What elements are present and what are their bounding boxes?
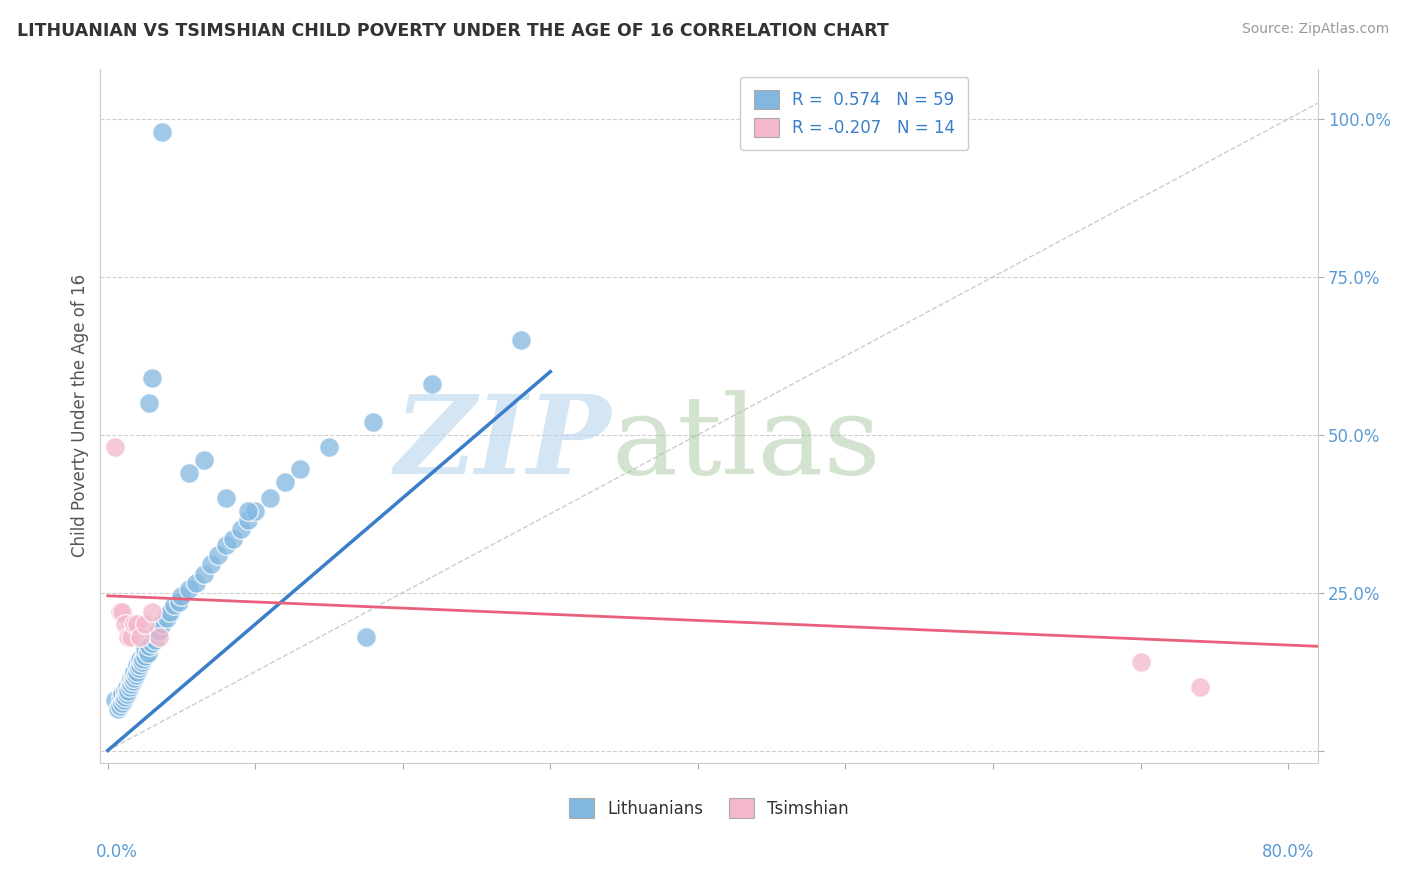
- Point: [259, 491, 281, 505]
- Point: [141, 636, 163, 650]
- Point: [111, 687, 134, 701]
- Point: [150, 617, 173, 632]
- Point: [193, 453, 215, 467]
- Point: [115, 687, 138, 701]
- Y-axis label: Child Poverty Under the Age of 16: Child Poverty Under the Age of 16: [72, 274, 89, 558]
- Point: [222, 532, 245, 546]
- Point: [136, 646, 159, 660]
- Point: [1188, 681, 1211, 695]
- Point: [229, 523, 252, 537]
- Point: [150, 125, 173, 139]
- Point: [207, 548, 229, 562]
- Point: [236, 503, 259, 517]
- Point: [134, 642, 156, 657]
- Point: [138, 396, 160, 410]
- Point: [114, 690, 136, 704]
- Point: [104, 693, 127, 707]
- Point: [1129, 655, 1152, 669]
- Point: [117, 683, 139, 698]
- Point: [148, 630, 170, 644]
- Point: [132, 652, 155, 666]
- Point: [177, 466, 200, 480]
- Point: [128, 661, 150, 675]
- Point: [186, 576, 208, 591]
- Point: [215, 491, 238, 505]
- Point: [200, 558, 222, 572]
- Point: [120, 630, 142, 644]
- Point: [177, 582, 200, 597]
- Point: [274, 475, 297, 490]
- Point: [193, 566, 215, 581]
- Point: [110, 690, 132, 704]
- Point: [108, 605, 131, 619]
- Point: [354, 630, 377, 644]
- Point: [163, 599, 186, 613]
- Point: [145, 626, 167, 640]
- Point: [141, 371, 163, 385]
- Point: [111, 696, 134, 710]
- Point: [143, 632, 166, 647]
- Point: [121, 667, 143, 681]
- Point: [236, 513, 259, 527]
- Point: [509, 333, 531, 347]
- Point: [107, 702, 129, 716]
- Point: [318, 441, 340, 455]
- Point: [420, 377, 443, 392]
- Point: [120, 671, 142, 685]
- Point: [104, 441, 127, 455]
- Point: [156, 611, 179, 625]
- Point: [127, 665, 149, 679]
- Point: [114, 617, 136, 632]
- Text: ZIP: ZIP: [395, 390, 612, 498]
- Point: [115, 681, 138, 695]
- Point: [215, 538, 238, 552]
- Point: [138, 640, 160, 654]
- Point: [288, 462, 311, 476]
- Point: [127, 617, 149, 632]
- Point: [159, 605, 181, 619]
- Text: atlas: atlas: [612, 390, 882, 497]
- Point: [121, 673, 143, 688]
- Point: [114, 683, 136, 698]
- Point: [167, 595, 190, 609]
- Point: [108, 699, 131, 714]
- Point: [129, 652, 152, 666]
- Point: [124, 665, 146, 679]
- Point: [134, 617, 156, 632]
- Point: [120, 677, 142, 691]
- Point: [134, 648, 156, 663]
- Text: Source: ZipAtlas.com: Source: ZipAtlas.com: [1241, 22, 1389, 37]
- Point: [129, 658, 152, 673]
- Point: [245, 503, 267, 517]
- Text: 80.0%: 80.0%: [1263, 843, 1315, 861]
- Point: [363, 415, 385, 429]
- Point: [170, 589, 193, 603]
- Point: [118, 681, 141, 695]
- Point: [148, 624, 170, 638]
- Point: [129, 630, 152, 644]
- Point: [131, 655, 153, 669]
- Point: [127, 658, 149, 673]
- Point: [111, 605, 134, 619]
- Point: [118, 673, 141, 688]
- Text: LITHUANIAN VS TSIMSHIAN CHILD POVERTY UNDER THE AGE OF 16 CORRELATION CHART: LITHUANIAN VS TSIMSHIAN CHILD POVERTY UN…: [17, 22, 889, 40]
- Point: [112, 693, 135, 707]
- Point: [117, 630, 139, 644]
- Legend: Lithuanians, Tsimshian: Lithuanians, Tsimshian: [562, 792, 855, 824]
- Point: [141, 605, 163, 619]
- Point: [124, 617, 146, 632]
- Point: [124, 671, 146, 685]
- Text: 0.0%: 0.0%: [96, 843, 138, 861]
- Point: [125, 667, 148, 681]
